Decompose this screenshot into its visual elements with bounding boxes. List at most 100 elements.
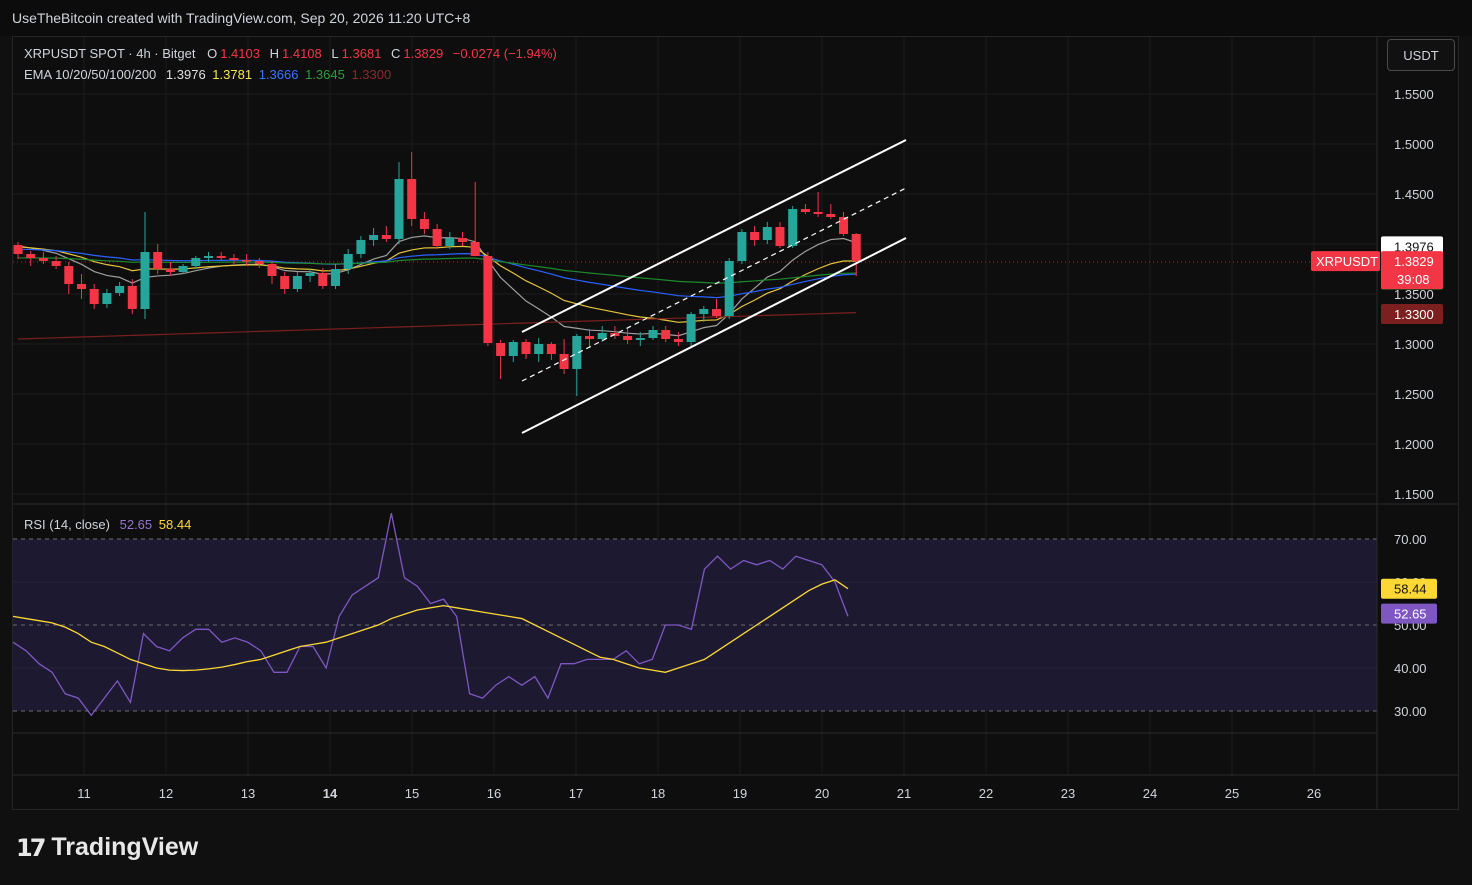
candle-body [127, 286, 137, 309]
tradingview-logo-icon: 17 [16, 833, 46, 862]
time-tick-label: 13 [241, 786, 255, 801]
time-tick-label: 18 [651, 786, 665, 801]
symbol-label: XRPUSDT SPOT · 4h · Bitget [24, 46, 196, 61]
candle-body [254, 261, 264, 264]
candle-body [750, 232, 760, 240]
candle-body [191, 258, 201, 266]
candle-body [496, 343, 506, 356]
candle-body [800, 209, 810, 212]
candle-body [534, 344, 544, 354]
ema50-value: 1.3666 [258, 67, 299, 82]
candle-body [381, 235, 391, 239]
ema10-value: 1.3976 [165, 67, 206, 82]
rsi-tick-label: 40.00 [1394, 661, 1427, 676]
channel-upper-line [521, 139, 907, 333]
tradingview-logo[interactable]: 17 TradingView [16, 833, 198, 862]
channel-lower-line [521, 237, 907, 434]
time-tick-label: 25 [1225, 786, 1239, 801]
candle-body [508, 342, 518, 356]
low-value: 1.3681 [341, 46, 382, 61]
rsi-lines [12, 513, 849, 717]
candle-body [89, 289, 99, 304]
candle-body [432, 229, 442, 246]
candle-body [788, 209, 798, 246]
time-tick-label: 15 [405, 786, 419, 801]
ascending-channel[interactable] [521, 139, 907, 434]
candle-body [292, 276, 302, 289]
candle-body [280, 276, 290, 289]
candle-body [26, 254, 36, 258]
candle-body [839, 217, 848, 234]
candle-body [445, 238, 455, 246]
candle-body [140, 252, 150, 309]
candle-body [153, 252, 163, 269]
candle-body [102, 293, 112, 304]
time-tick-label: 16 [487, 786, 501, 801]
rsi-label: RSI (14, close) [24, 517, 110, 532]
candle-body [369, 235, 379, 240]
candle-body [724, 261, 734, 316]
candle-body [343, 254, 353, 269]
time-tick-label: 19 [733, 786, 747, 801]
last-price-tag-text: 1.3829 [1394, 254, 1434, 269]
candle-body [623, 336, 633, 340]
ohlc-legend: XRPUSDT SPOT · 4h · Bitget O 1.4103 H 1.41… [24, 46, 560, 61]
ema100-value: 1.3645 [305, 67, 345, 82]
change-value: −0.0274 (−1.94%) [452, 46, 557, 61]
candle-body [661, 330, 671, 339]
time-tick-label: 21 [897, 786, 911, 801]
price-tick-label: 1.3000 [1394, 337, 1434, 352]
currency-button[interactable]: USDT [1387, 39, 1455, 71]
rsi-tick-label: 70.00 [1394, 532, 1427, 547]
candle-body [38, 258, 48, 261]
candle-body [305, 273, 315, 276]
ema200-price-tag-text: 1.3300 [1394, 307, 1434, 322]
ema20-value: 1.3781 [212, 67, 253, 82]
rsi-tag-text: 52.65 [1394, 607, 1427, 622]
time-tick-label: 22 [979, 786, 993, 801]
candle-body [64, 266, 74, 284]
candle-body [826, 214, 836, 217]
candle-body [458, 238, 467, 242]
rsi-ma-line [12, 579, 849, 673]
time-tick-label: 23 [1061, 786, 1075, 801]
price-tick-label: 1.2500 [1394, 387, 1434, 402]
candle-body [775, 227, 785, 246]
top-bar: UseTheBitcoin created with TradingView.c… [0, 0, 1472, 36]
candle-body [77, 284, 86, 289]
candle-body [331, 269, 340, 286]
time-tick-label: 26 [1307, 786, 1321, 801]
candle-body [585, 336, 594, 339]
rsi-ma-value: 58.44 [158, 517, 192, 532]
rsi-line [12, 513, 849, 717]
candle-body [851, 234, 861, 261]
candle-body [242, 260, 252, 262]
ema10-price-tag-text: 1.3976 [1394, 239, 1434, 254]
candle-body [762, 227, 772, 240]
candle-body [13, 245, 23, 254]
close-label: C [391, 46, 401, 61]
chart-credit: UseTheBitcoin created with TradingView.c… [12, 10, 471, 26]
candle-body [521, 342, 531, 354]
candle-body [216, 256, 226, 258]
time-tick-label: 20 [815, 786, 829, 801]
candle-body [356, 240, 366, 254]
ema-200-line [17, 312, 857, 340]
time-tick-label: 11 [77, 786, 91, 801]
candle-body [648, 330, 658, 338]
candle-body [229, 258, 239, 260]
candle-body [699, 309, 709, 314]
candle-body [165, 269, 175, 272]
candle-body [559, 354, 569, 369]
countdown-text: 39:08 [1397, 272, 1430, 287]
symbol-tag [1311, 251, 1380, 272]
open-value: 1.4103 [220, 46, 260, 61]
rsi-levels [13, 538, 1377, 712]
price-tick-label: 1.1500 [1394, 487, 1434, 502]
high-label: H [269, 46, 279, 61]
rsi-ma-tag [1381, 578, 1437, 599]
candle-body [635, 338, 645, 340]
candle-body [178, 266, 188, 272]
price-tick-label: 1.4500 [1394, 187, 1434, 202]
